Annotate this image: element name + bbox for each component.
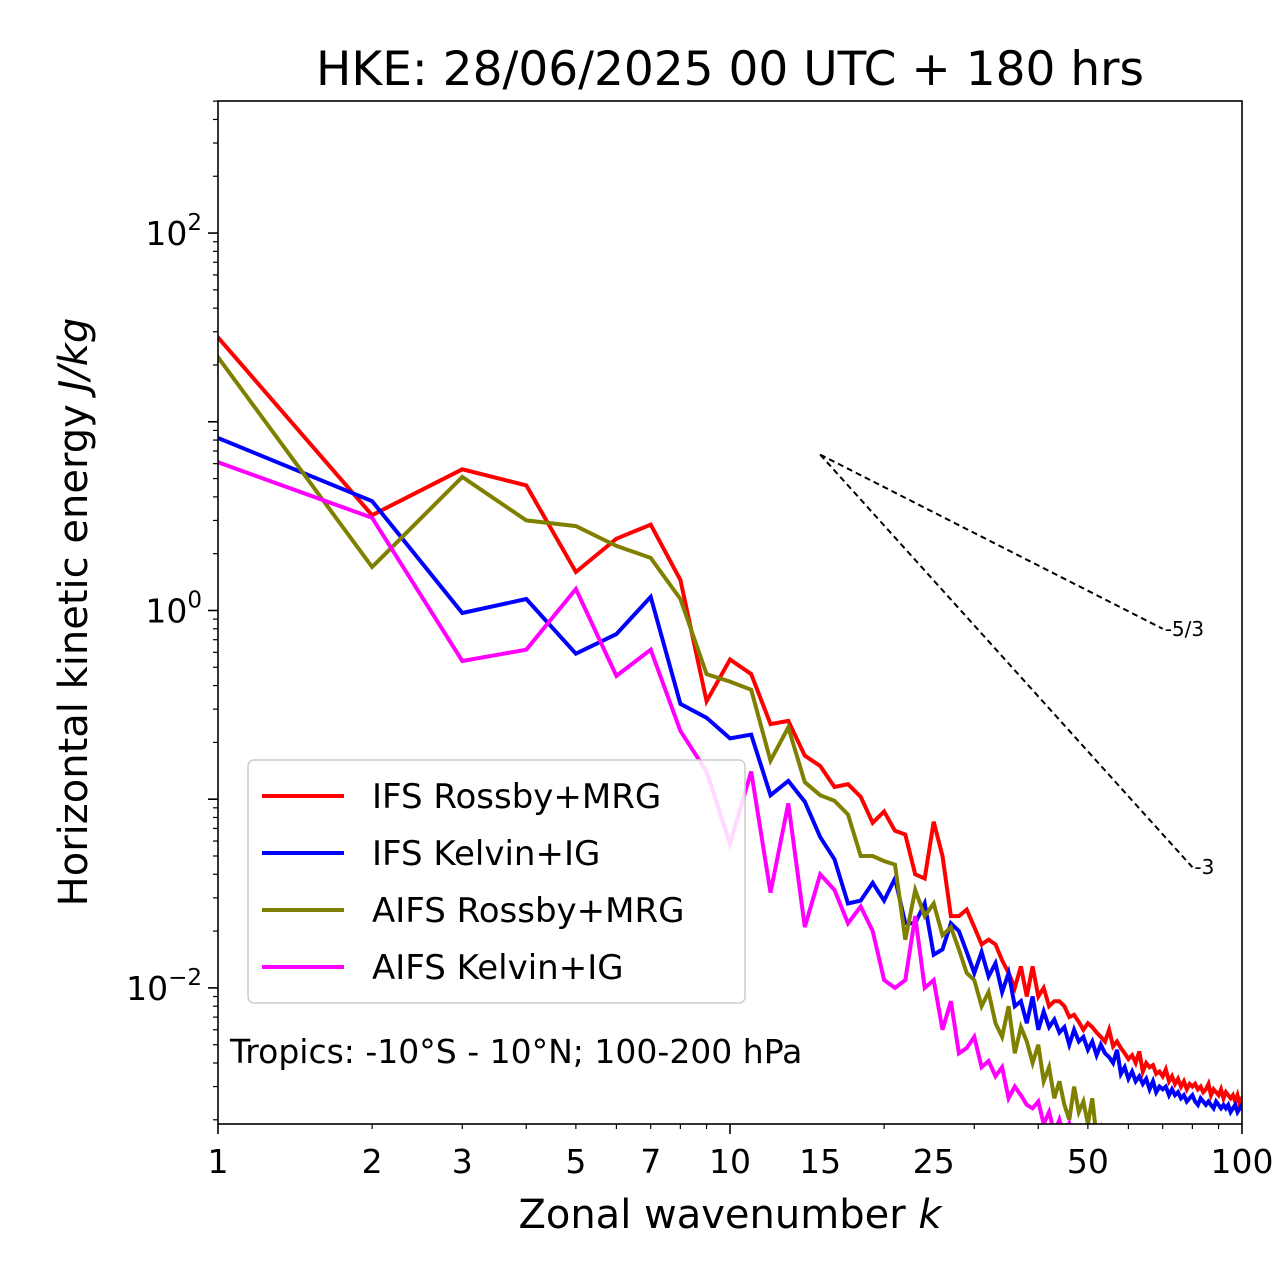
series-line-2 bbox=[218, 435, 1242, 1117]
legend-label: AIFS Kelvin+IG bbox=[372, 948, 624, 988]
y-axis-label-text: Horizontal kinetic energy bbox=[51, 392, 97, 907]
x-tick-label: 5 bbox=[565, 1142, 586, 1181]
reference-line-label: -3 bbox=[1194, 855, 1214, 879]
x-tick-label: 10 bbox=[709, 1142, 751, 1181]
x-tick-label: 25 bbox=[913, 1142, 955, 1181]
region-annotation: Tropics: -10°S - 10°N; 100-200 hPa bbox=[229, 1032, 802, 1071]
x-tick-label: 1 bbox=[208, 1142, 229, 1181]
series-line-1 bbox=[218, 334, 1242, 1113]
chart-title: HKE: 28/06/2025 00 UTC + 180 hrs bbox=[316, 42, 1144, 97]
x-axis-label: Zonal wavenumber k bbox=[518, 1192, 943, 1238]
x-tick-label: 15 bbox=[799, 1142, 841, 1181]
reference-line-2 bbox=[819, 453, 1194, 868]
series-lines bbox=[218, 334, 1242, 1124]
x-tick-label: 7 bbox=[640, 1142, 661, 1181]
y-axis-label: Horizontal kinetic energy J/kg bbox=[51, 318, 97, 907]
legend: IFS Rossby+MRG IFS Kelvin+IG AIFS Rossby+M… bbox=[247, 759, 746, 1004]
legend-label: IFS Kelvin+IG bbox=[372, 834, 600, 874]
x-tick-label: 50 bbox=[1067, 1142, 1109, 1181]
reference-line-label: -5/3 bbox=[1165, 617, 1204, 641]
x-axis-label-var: k bbox=[918, 1192, 943, 1238]
legend-box bbox=[247, 759, 746, 1004]
x-tick-label: 3 bbox=[452, 1142, 473, 1181]
reference-lines bbox=[819, 453, 1194, 868]
reference-line-1 bbox=[819, 453, 1164, 630]
x-axis-ticks: 1 2 3 5 7 10 15 25 50 100 bbox=[208, 1124, 1274, 1181]
y-tick-label: 102 bbox=[145, 210, 202, 253]
y-axis-label-unit: J/kg bbox=[51, 318, 97, 399]
y-tick-label: 10−2 bbox=[126, 965, 202, 1008]
x-tick-label: 2 bbox=[362, 1142, 383, 1181]
x-tick-label: 100 bbox=[1211, 1142, 1274, 1181]
legend-label: AIFS Rossby+MRG bbox=[372, 891, 684, 931]
series-line-3 bbox=[218, 354, 1102, 1124]
y-tick-label: 100 bbox=[145, 587, 202, 630]
series-line-4 bbox=[218, 460, 1072, 1124]
legend-items: IFS Rossby+MRG IFS Kelvin+IG AIFS Rossby+M… bbox=[262, 777, 684, 988]
y-axis-ticks: 10−2 100 102 bbox=[126, 100, 218, 1121]
x-axis-label-text: Zonal wavenumber bbox=[518, 1192, 918, 1238]
legend-label: IFS Rossby+MRG bbox=[372, 777, 661, 817]
